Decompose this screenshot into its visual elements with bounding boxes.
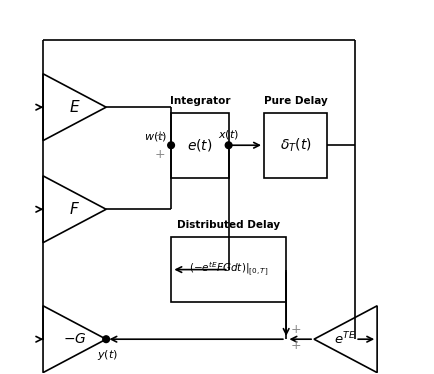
Circle shape: [225, 142, 231, 148]
Text: Integrator: Integrator: [169, 96, 230, 106]
Text: +: +: [155, 129, 165, 142]
Text: $\delta_T(t)$: $\delta_T(t)$: [279, 137, 311, 154]
Text: $e^{TE}$: $e^{TE}$: [334, 331, 356, 347]
Bar: [263, 113, 326, 178]
Polygon shape: [43, 306, 106, 373]
Text: $F$: $F$: [69, 201, 80, 217]
Bar: [171, 113, 228, 178]
Text: +: +: [290, 339, 301, 352]
Text: $w(t)$: $w(t)$: [144, 131, 167, 143]
Bar: [171, 237, 286, 302]
Text: $x(t)$: $x(t)$: [217, 128, 239, 141]
Text: Distributed Delay: Distributed Delay: [177, 220, 279, 230]
Text: $E$: $E$: [69, 99, 80, 115]
Polygon shape: [313, 306, 376, 373]
Text: $y(t)$: $y(t)$: [97, 349, 118, 362]
Text: +: +: [155, 148, 165, 161]
Text: +: +: [290, 324, 301, 337]
Text: Pure Delay: Pure Delay: [263, 96, 326, 106]
Text: $(-e^{tE}FGdt)|_{[0,T]}$: $(-e^{tE}FGdt)|_{[0,T]}$: [188, 261, 268, 279]
Text: $e(t)$: $e(t)$: [187, 137, 212, 153]
Circle shape: [168, 142, 174, 148]
Text: $-G$: $-G$: [62, 332, 86, 346]
Polygon shape: [43, 74, 106, 141]
Polygon shape: [43, 176, 106, 243]
Circle shape: [102, 336, 109, 343]
